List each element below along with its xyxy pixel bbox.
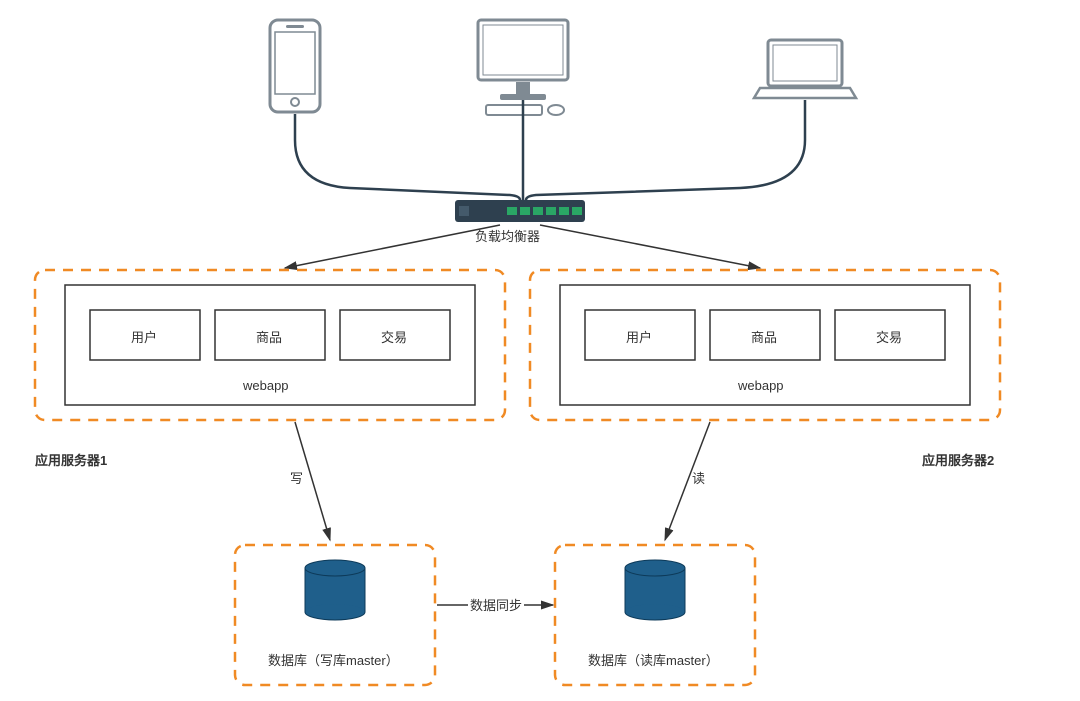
laptop-icon <box>754 40 856 98</box>
module-label: 商品 <box>751 327 777 346</box>
edge-laptop-lb <box>526 100 805 200</box>
edge-lb-server1 <box>285 225 500 268</box>
db-read-label: 数据库（读库master） <box>588 650 719 669</box>
module-label: 用户 <box>626 327 652 346</box>
database-icon <box>305 560 365 620</box>
load-balancer-label: 负载均衡器 <box>475 226 540 245</box>
webapp-label: webapp <box>243 378 289 393</box>
phone-icon <box>270 20 320 112</box>
load-balancer <box>455 200 585 222</box>
module-label: 用户 <box>131 327 157 346</box>
edge-phone-lb <box>295 114 520 200</box>
module-label: 商品 <box>256 327 282 346</box>
architecture-diagram <box>0 0 1080 701</box>
edge-lb-server2 <box>540 225 760 268</box>
edge-label-write: 写 <box>290 468 303 487</box>
server1-caption: 应用服务器1 <box>35 450 107 469</box>
module-label: 交易 <box>381 327 407 346</box>
edge-label-read: 读 <box>692 468 705 487</box>
module-label: 交易 <box>876 327 902 346</box>
webapp-label: webapp <box>738 378 784 393</box>
edge-label-sync: 数据同步 <box>468 595 524 614</box>
db-write-label: 数据库（写库master） <box>268 650 399 669</box>
database-icon <box>625 560 685 620</box>
server2-caption: 应用服务器2 <box>922 450 994 469</box>
